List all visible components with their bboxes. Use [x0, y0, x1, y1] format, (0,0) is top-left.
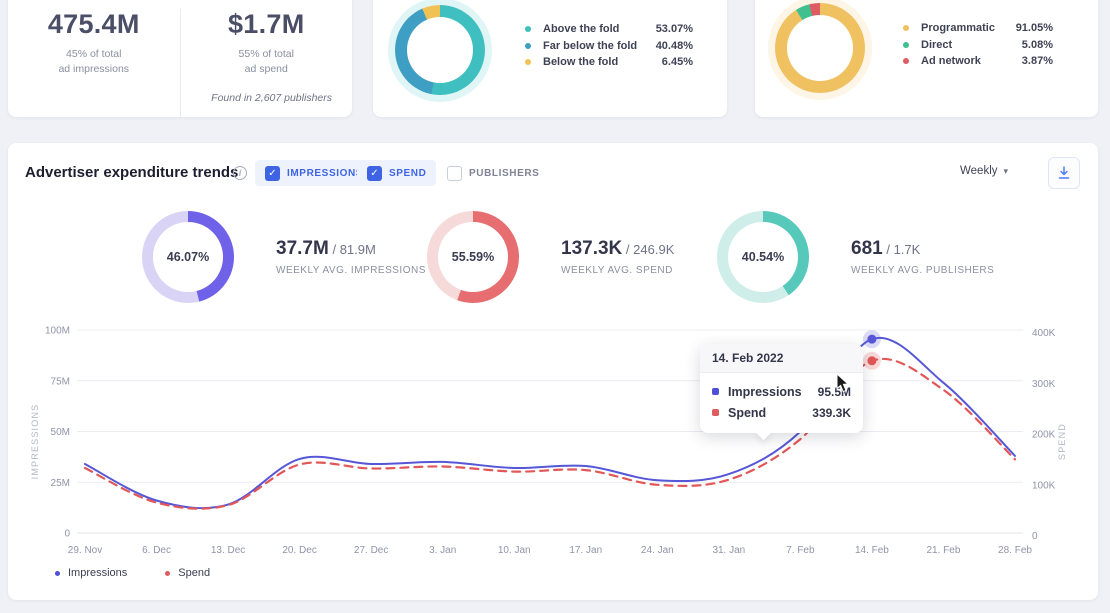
- svg-text:400K: 400K: [1032, 328, 1056, 339]
- svg-text:31. Jan: 31. Jan: [712, 545, 745, 556]
- svg-text:6. Dec: 6. Dec: [142, 545, 171, 556]
- tooltip-impressions-row: Impressions 95.5M: [712, 381, 851, 402]
- legend-dot-icon: [525, 59, 531, 65]
- publishers-footnote: Found in 2,607 publishers: [211, 92, 332, 104]
- svg-text:SPEND: SPEND: [1057, 423, 1067, 460]
- fold-legend: Above the fold 53.07% Far below the fold…: [525, 21, 693, 71]
- legend-dot-icon: [55, 571, 60, 576]
- publishers-gauge-caption: WEEKLY AVG. PUBLISHERS: [851, 265, 994, 276]
- publishers-gauge-group: 40.54% 681 / 1.7K WEEKLY AVG. PUBLISHERS: [717, 211, 994, 303]
- svg-text:100K: 100K: [1032, 480, 1056, 491]
- legend-dot-icon: [525, 43, 531, 49]
- impressions-gauge-caption: WEEKLY AVG. IMPRESSIONS: [276, 265, 426, 276]
- spend-gauge-caption: WEEKLY AVG. SPEND: [561, 265, 674, 276]
- legend-item: Far below the fold 40.48%: [525, 38, 693, 55]
- summary-stats-card: 475.4M 45% of total ad impressions $1.7M…: [8, 0, 352, 117]
- legend-dot-icon: [903, 58, 909, 64]
- legend-item: Above the fold 53.07%: [525, 21, 693, 38]
- legend-item: Below the fold 6.45%: [525, 54, 693, 71]
- svg-text:200K: 200K: [1032, 430, 1056, 441]
- svg-text:0: 0: [64, 529, 70, 540]
- interval-value[interactable]: Weekly: [960, 165, 998, 177]
- spend-gauge-fraction: 137.3K / 246.9K: [561, 238, 674, 260]
- impressions-gauge-group: 46.07% 37.7M / 81.9M WEEKLY AVG. IMPRESS…: [142, 211, 426, 303]
- buying-type-card: Programmatic 91.05% Direct 5.08% Ad netw…: [755, 0, 1098, 117]
- fold-distribution-card: Above the fold 53.07% Far below the fold…: [373, 0, 727, 117]
- impressions-checkbox[interactable]: ✓ IMPRESSIONS: [255, 160, 373, 186]
- series-dot-icon: [712, 388, 719, 395]
- spend-checkbox[interactable]: ✓ SPEND: [357, 160, 436, 186]
- svg-text:25M: 25M: [51, 478, 70, 489]
- impressions-gauge-fraction: 37.7M / 81.9M: [276, 238, 426, 260]
- chevron-down-icon: ▾: [1004, 166, 1009, 177]
- svg-text:28. Feb: 28. Feb: [998, 545, 1032, 556]
- svg-text:13. Dec: 13. Dec: [211, 545, 245, 556]
- mouse-cursor-icon: [836, 373, 851, 393]
- tooltip-date: 14. Feb 2022: [700, 344, 863, 373]
- svg-text:3. Jan: 3. Jan: [429, 545, 456, 556]
- legend-item: Direct 5.08%: [903, 37, 1053, 54]
- download-icon: [1057, 166, 1071, 180]
- svg-text:17. Jan: 17. Jan: [569, 545, 602, 556]
- svg-text:20. Dec: 20. Dec: [282, 545, 316, 556]
- legend-item-spend[interactable]: Spend: [165, 567, 210, 579]
- svg-text:21. Feb: 21. Feb: [927, 545, 961, 556]
- legend-dot-icon: [165, 571, 170, 576]
- svg-text:14. Feb: 14. Feb: [855, 545, 889, 556]
- checkbox-checked-icon[interactable]: ✓: [367, 166, 382, 181]
- svg-text:7. Feb: 7. Feb: [786, 545, 815, 556]
- spend-total-value: $1.7M: [181, 9, 353, 40]
- legend-dot-icon: [903, 42, 909, 48]
- spend-total-caption: 55% of total ad spend: [181, 47, 353, 77]
- legend-item-impressions[interactable]: Impressions: [55, 567, 127, 579]
- svg-text:10. Jan: 10. Jan: [498, 545, 531, 556]
- series-dot-icon: [712, 409, 719, 416]
- spend-gauge-group: 55.59% 137.3K / 246.9K WEEKLY AVG. SPEND: [427, 211, 674, 303]
- impressions-gauge-pct: 46.07%: [142, 211, 234, 303]
- impressions-stat: 475.4M 45% of total ad impressions: [8, 9, 181, 117]
- svg-text:100M: 100M: [45, 326, 70, 337]
- svg-text:27. Dec: 27. Dec: [354, 545, 388, 556]
- buying-type-donut-chart: [775, 3, 865, 93]
- spend-gauge-pct: 55.59%: [427, 211, 519, 303]
- chart-legend: Impressions Spend: [55, 567, 210, 579]
- fold-donut-chart: [395, 5, 485, 95]
- impressions-total-value: 475.4M: [8, 9, 180, 40]
- svg-text:75M: 75M: [51, 376, 70, 387]
- checkbox-checked-icon[interactable]: ✓: [265, 166, 280, 181]
- buying-type-legend: Programmatic 91.05% Direct 5.08% Ad netw…: [903, 20, 1053, 70]
- publishers-gauge-pct: 40.54%: [717, 211, 809, 303]
- interval-dropdown[interactable]: Weekly ▾: [960, 165, 1008, 177]
- legend-item: Programmatic 91.05%: [903, 20, 1053, 37]
- impressions-total-caption: 45% of total ad impressions: [8, 47, 180, 77]
- checkbox-unchecked-icon[interactable]: [447, 166, 462, 181]
- svg-text:24. Jan: 24. Jan: [641, 545, 674, 556]
- tooltip-spend-row: Spend 339.3K: [712, 402, 851, 423]
- svg-text:300K: 300K: [1032, 379, 1056, 390]
- svg-text:50M: 50M: [51, 427, 70, 438]
- svg-text:IMPRESSIONS: IMPRESSIONS: [30, 404, 40, 480]
- svg-text:29. Nov: 29. Nov: [68, 545, 102, 556]
- legend-dot-icon: [525, 26, 531, 32]
- trend-line-chart[interactable]: 0 25M 50M 75M 100M 0 100K 200K 300K 400K 29. Nov 6.…: [8, 313, 1098, 575]
- publishers-checkbox[interactable]: PUBLISHERS: [437, 160, 549, 186]
- publishers-gauge-fraction: 681 / 1.7K: [851, 238, 994, 260]
- advertiser-expenditure-trends-panel: Advertiser expenditure trends i ✓ IMPRES…: [8, 143, 1098, 600]
- download-button[interactable]: [1048, 157, 1080, 189]
- legend-dot-icon: [903, 25, 909, 31]
- page-title: Advertiser expenditure trends: [25, 164, 238, 181]
- legend-item: Ad network 3.87%: [903, 53, 1053, 70]
- svg-text:0: 0: [1032, 531, 1038, 542]
- info-icon[interactable]: i: [233, 166, 247, 180]
